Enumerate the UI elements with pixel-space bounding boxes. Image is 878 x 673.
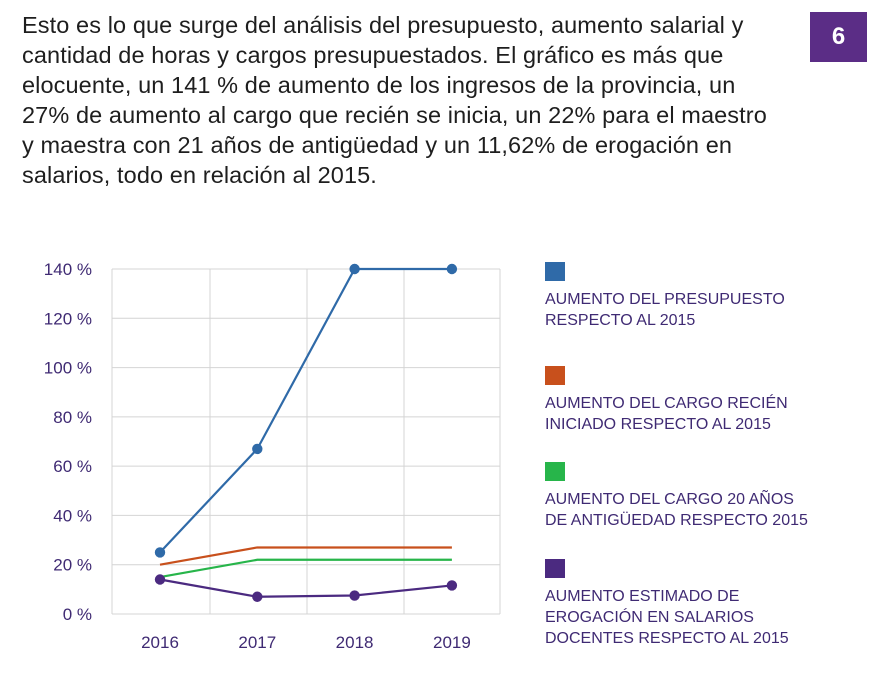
x-tick-label: 2019: [433, 633, 471, 652]
series-1-point: [252, 443, 263, 455]
series-line-1: [159, 267, 452, 554]
legend-item-cargo-inicial: AUMENTO DEL CARGO RECIÉN INICIADO RESPEC…: [545, 366, 875, 435]
series-4-point: [349, 590, 360, 601]
legend-item-erogacion-salarios: AUMENTO ESTIMADO DE EROGACIÓN EN SALARIO…: [545, 559, 875, 649]
y-tick-label: 80 %: [53, 408, 92, 427]
y-tick-label: 100 %: [44, 359, 92, 378]
legend-label: AUMENTO DEL CARGO RECIÉN INICIADO RESPEC…: [545, 395, 788, 433]
intro-paragraph: Esto es lo que surge del análisis del pr…: [22, 12, 767, 188]
legend-swatch: [545, 462, 565, 481]
legend-swatch: [545, 559, 565, 578]
y-tick-label: 60 %: [53, 457, 92, 476]
series-4-point: [252, 591, 263, 602]
chart-series: [154, 263, 458, 602]
page-number-badge: 6: [810, 12, 867, 62]
x-tick-label: 2018: [336, 633, 374, 652]
series-line-4: [159, 578, 453, 598]
legend-label: AUMENTO ESTIMADO DE EROGACIÓN EN SALARIO…: [545, 588, 789, 647]
series-1-point: [446, 263, 458, 275]
series-4-point: [446, 580, 458, 591]
series-line-3: [159, 558, 452, 579]
y-tick-label: 140 %: [44, 260, 92, 279]
x-tick-label: 2017: [238, 633, 276, 652]
y-tick-label: 40 %: [53, 506, 92, 525]
legend-swatch: [545, 366, 565, 385]
series-4-point: [154, 574, 166, 585]
legend-label: AUMENTO DEL PRESUPUESTO RESPECTO AL 2015: [545, 291, 785, 329]
legend-item-cargo-20-anios: AUMENTO DEL CARGO 20 AÑOS DE ANTIGÜEDAD …: [545, 462, 875, 531]
series-line-2: [159, 546, 452, 566]
series-1-point: [349, 263, 360, 275]
legend-item-presupuesto: AUMENTO DEL PRESUPUESTO RESPECTO AL 2015: [545, 262, 875, 331]
y-tick-label: 20 %: [53, 556, 92, 575]
y-tick-label: 120 %: [44, 309, 92, 328]
legend-label: AUMENTO DEL CARGO 20 AÑOS DE ANTIGÜEDAD …: [545, 491, 808, 529]
series-1-point: [154, 547, 166, 558]
x-tick-label: 2016: [141, 633, 179, 652]
legend-swatch: [545, 262, 565, 281]
chart-axes: 0 % 20 % 40 % 60 % 80 % 100 % 120 % 140 % 2016 20…: [44, 260, 471, 652]
y-tick-label: 0 %: [63, 605, 92, 624]
